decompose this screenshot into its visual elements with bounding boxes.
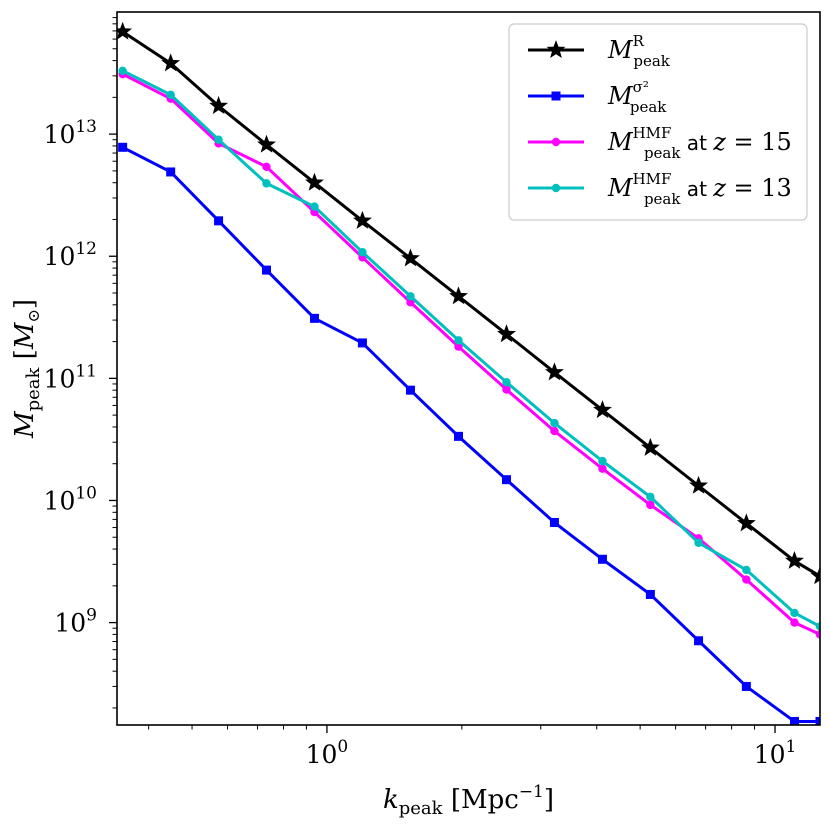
data-point [214,135,223,144]
data-point [166,90,175,99]
series-3 [118,66,820,631]
legend-entry: MR peak [528,32,671,70]
data-point [305,172,324,191]
series-line [121,69,820,628]
data-point [449,286,468,305]
data-point [694,538,703,548]
data-point [815,716,820,725]
data-point [262,179,271,188]
data-point [810,566,820,585]
series-line [121,30,820,578]
x-axis-label: kpeak [Mpc−1] [383,782,554,819]
legend: MR peak Mσ² peak MHMF peak at z = 15 MHMF peak … [508,23,808,221]
data-point [209,96,229,115]
data-point [166,167,176,177]
axis-labels: 100 101 109 1010 1011 1012 1013 kpeak [Mpc−1] Mp… [10,117,796,819]
data-point [597,554,607,564]
legend-label: MHMF peak at z = 13 [607,170,792,208]
y-tick-label: 1011 [44,361,97,393]
series-1 [118,142,820,725]
data-point [502,385,511,394]
data-point [790,618,799,627]
data-point [358,247,367,257]
series-line [121,72,820,636]
data-point [790,608,799,618]
data-point [598,464,607,473]
data-point [352,210,372,229]
data-point [214,216,224,226]
x-tick-label: 100 [306,737,349,769]
legend-entry: MHMF peak at z = 15 [528,124,792,162]
legend-marker [551,183,561,193]
data-point [593,400,612,419]
data-point [118,142,128,152]
x-tick-label: 101 [754,737,797,769]
data-point [309,313,319,323]
legend-box [508,23,808,221]
data-point [545,362,564,381]
legend-label: MR peak [607,32,671,70]
data-point [497,324,516,343]
data-point [357,338,367,348]
data-point [406,292,415,301]
y-tick-label: 1013 [44,117,97,149]
data-point [257,134,276,153]
data-point [645,589,655,599]
data-point [598,456,607,466]
series-0 [117,21,820,585]
y-axis-label: Mpeak [M⊙] [10,299,44,439]
data-point [742,575,751,584]
data-point [405,385,415,395]
legend-marker [551,137,561,147]
data-point [454,342,463,351]
data-point [261,265,271,275]
legend-entry: Mσ² peak [528,78,667,116]
y-tick-label: 109 [54,606,97,638]
data-point [640,437,660,456]
plot-frame [116,11,821,726]
data-point [310,202,319,211]
data-point [785,550,804,569]
data-point [689,475,708,494]
data-point [117,21,133,40]
data-point [815,622,820,631]
data-point [454,336,463,345]
data-point [161,53,181,72]
y-tick-label: 1010 [44,483,97,515]
data-point [741,681,751,691]
series-line [121,145,820,723]
legend-label: MHMF peak at z = 15 [607,124,792,162]
data-point [549,518,559,528]
data-point [646,500,655,510]
data-point [742,565,751,575]
legend-entry: MHMF peak at z = 13 [528,170,792,208]
data-point [262,162,271,171]
data-point [550,426,559,436]
data-point [815,630,820,639]
data-point [501,475,511,485]
data-point [453,431,463,441]
legend-marker [551,91,561,101]
data-point [789,716,799,725]
y-tick-label: 1012 [44,239,97,271]
data-point [401,248,420,267]
legend-label: Mσ² peak [607,78,667,116]
data-point [502,378,511,387]
data-point [694,636,704,646]
legend-marker [546,40,566,59]
data-point [550,418,559,428]
data-point [736,513,756,532]
data-point [646,492,655,502]
data-point [118,66,127,75]
series-layer [117,21,820,725]
